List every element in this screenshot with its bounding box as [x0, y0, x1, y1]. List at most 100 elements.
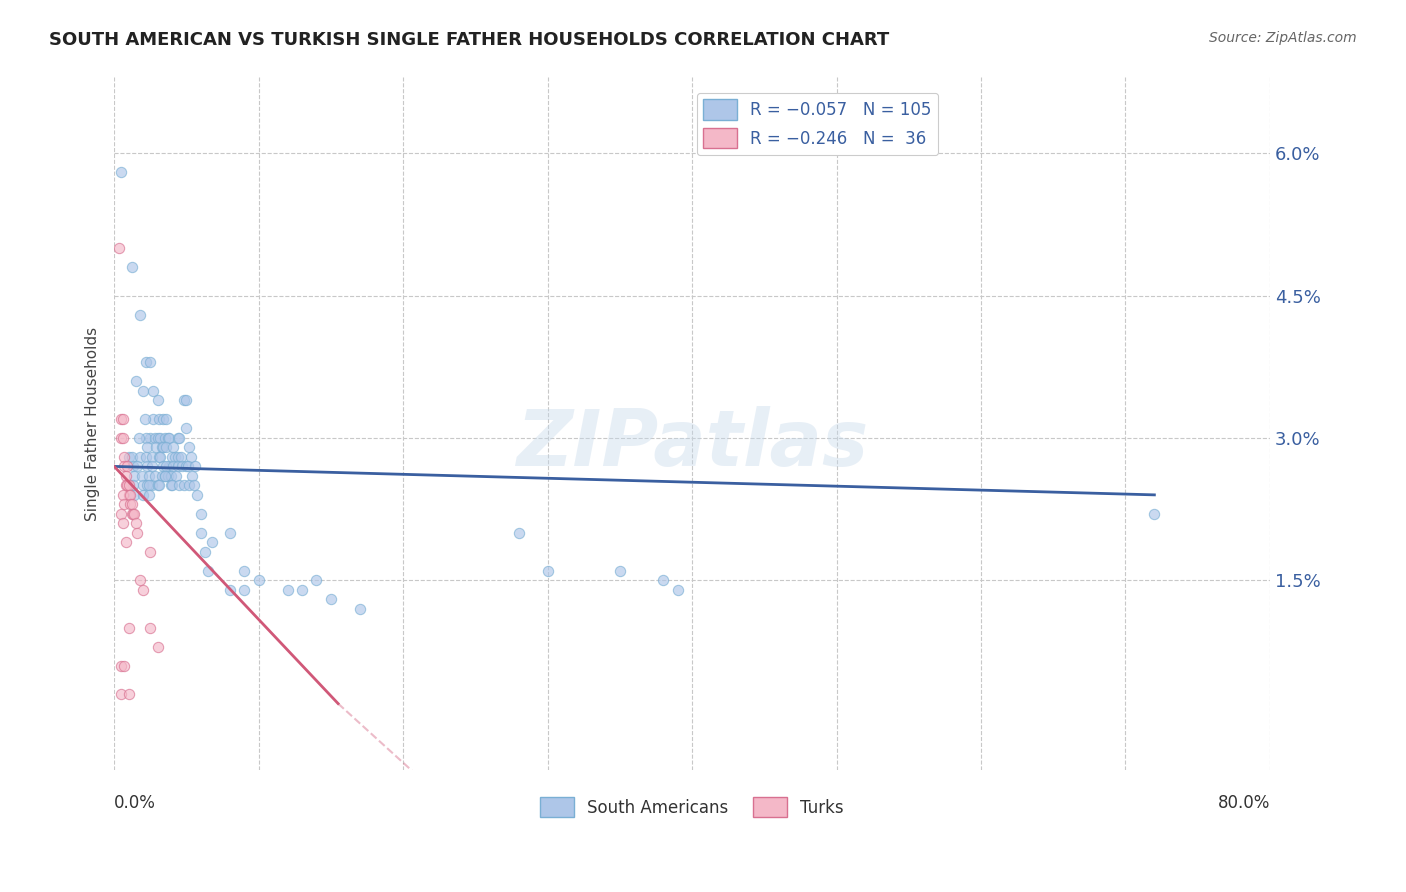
- Point: [117, 478, 139, 492]
- Point: [190, 507, 212, 521]
- Point: [131, 469, 153, 483]
- Point: [135, 450, 157, 464]
- Point: [117, 488, 139, 502]
- Point: [139, 545, 162, 559]
- Point: [120, 488, 142, 502]
- Point: [132, 582, 155, 597]
- Point: [114, 469, 136, 483]
- Point: [138, 488, 160, 502]
- Point: [117, 621, 139, 635]
- Point: [152, 459, 174, 474]
- Point: [165, 469, 187, 483]
- Point: [112, 450, 135, 464]
- Point: [136, 459, 159, 474]
- Point: [190, 525, 212, 540]
- Point: [128, 431, 150, 445]
- Point: [134, 412, 156, 426]
- Point: [305, 574, 328, 588]
- Point: [117, 687, 139, 701]
- Point: [155, 459, 177, 474]
- Point: [149, 450, 172, 464]
- Point: [177, 459, 200, 474]
- Point: [172, 459, 194, 474]
- Point: [277, 582, 299, 597]
- Point: [157, 459, 180, 474]
- Point: [139, 355, 162, 369]
- Point: [150, 469, 173, 483]
- Point: [180, 450, 202, 464]
- Point: [181, 469, 204, 483]
- Point: [136, 441, 159, 455]
- Point: [146, 478, 169, 492]
- Point: [162, 441, 184, 455]
- Point: [163, 450, 186, 464]
- Point: [319, 592, 342, 607]
- Point: [124, 469, 146, 483]
- Point: [148, 412, 170, 426]
- Point: [536, 564, 558, 578]
- Point: [152, 412, 174, 426]
- Point: [146, 392, 169, 407]
- Point: [120, 497, 142, 511]
- Point: [233, 564, 256, 578]
- Point: [247, 574, 270, 588]
- Point: [121, 260, 143, 275]
- Point: [169, 450, 191, 464]
- Point: [122, 459, 145, 474]
- Point: [110, 687, 132, 701]
- Point: [110, 431, 132, 445]
- Point: [117, 450, 139, 464]
- Point: [141, 459, 163, 474]
- Point: [149, 431, 172, 445]
- Point: [141, 478, 163, 492]
- Point: [121, 497, 143, 511]
- Text: Source: ZipAtlas.com: Source: ZipAtlas.com: [1209, 31, 1357, 45]
- Point: [162, 459, 184, 474]
- Point: [112, 459, 135, 474]
- Point: [129, 308, 152, 322]
- Point: [152, 441, 174, 455]
- Point: [166, 459, 188, 474]
- Point: [138, 478, 160, 492]
- Point: [111, 516, 134, 531]
- Point: [110, 507, 132, 521]
- Point: [153, 469, 176, 483]
- Point: [122, 478, 145, 492]
- Point: [186, 488, 208, 502]
- Point: [609, 564, 631, 578]
- Point: [652, 574, 675, 588]
- Point: [114, 535, 136, 549]
- Point: [218, 525, 240, 540]
- Point: [666, 582, 689, 597]
- Point: [173, 392, 195, 407]
- Point: [194, 545, 217, 559]
- Point: [150, 441, 173, 455]
- Point: [141, 450, 163, 464]
- Point: [156, 431, 179, 445]
- Point: [184, 459, 207, 474]
- Point: [129, 450, 152, 464]
- Point: [160, 450, 183, 464]
- Point: [176, 421, 198, 435]
- Point: [233, 582, 256, 597]
- Point: [124, 488, 146, 502]
- Point: [148, 478, 170, 492]
- Point: [129, 574, 152, 588]
- Point: [218, 582, 240, 597]
- Point: [135, 355, 157, 369]
- Point: [159, 469, 181, 483]
- Point: [148, 450, 170, 464]
- Point: [179, 441, 201, 455]
- Point: [166, 431, 188, 445]
- Point: [183, 478, 205, 492]
- Point: [153, 469, 176, 483]
- Point: [115, 459, 138, 474]
- Point: [146, 431, 169, 445]
- Point: [167, 478, 190, 492]
- Point: [291, 582, 314, 597]
- Point: [125, 374, 148, 388]
- Point: [132, 488, 155, 502]
- Point: [508, 525, 530, 540]
- Legend: South Americans, Turks: South Americans, Turks: [534, 790, 851, 824]
- Point: [121, 450, 143, 464]
